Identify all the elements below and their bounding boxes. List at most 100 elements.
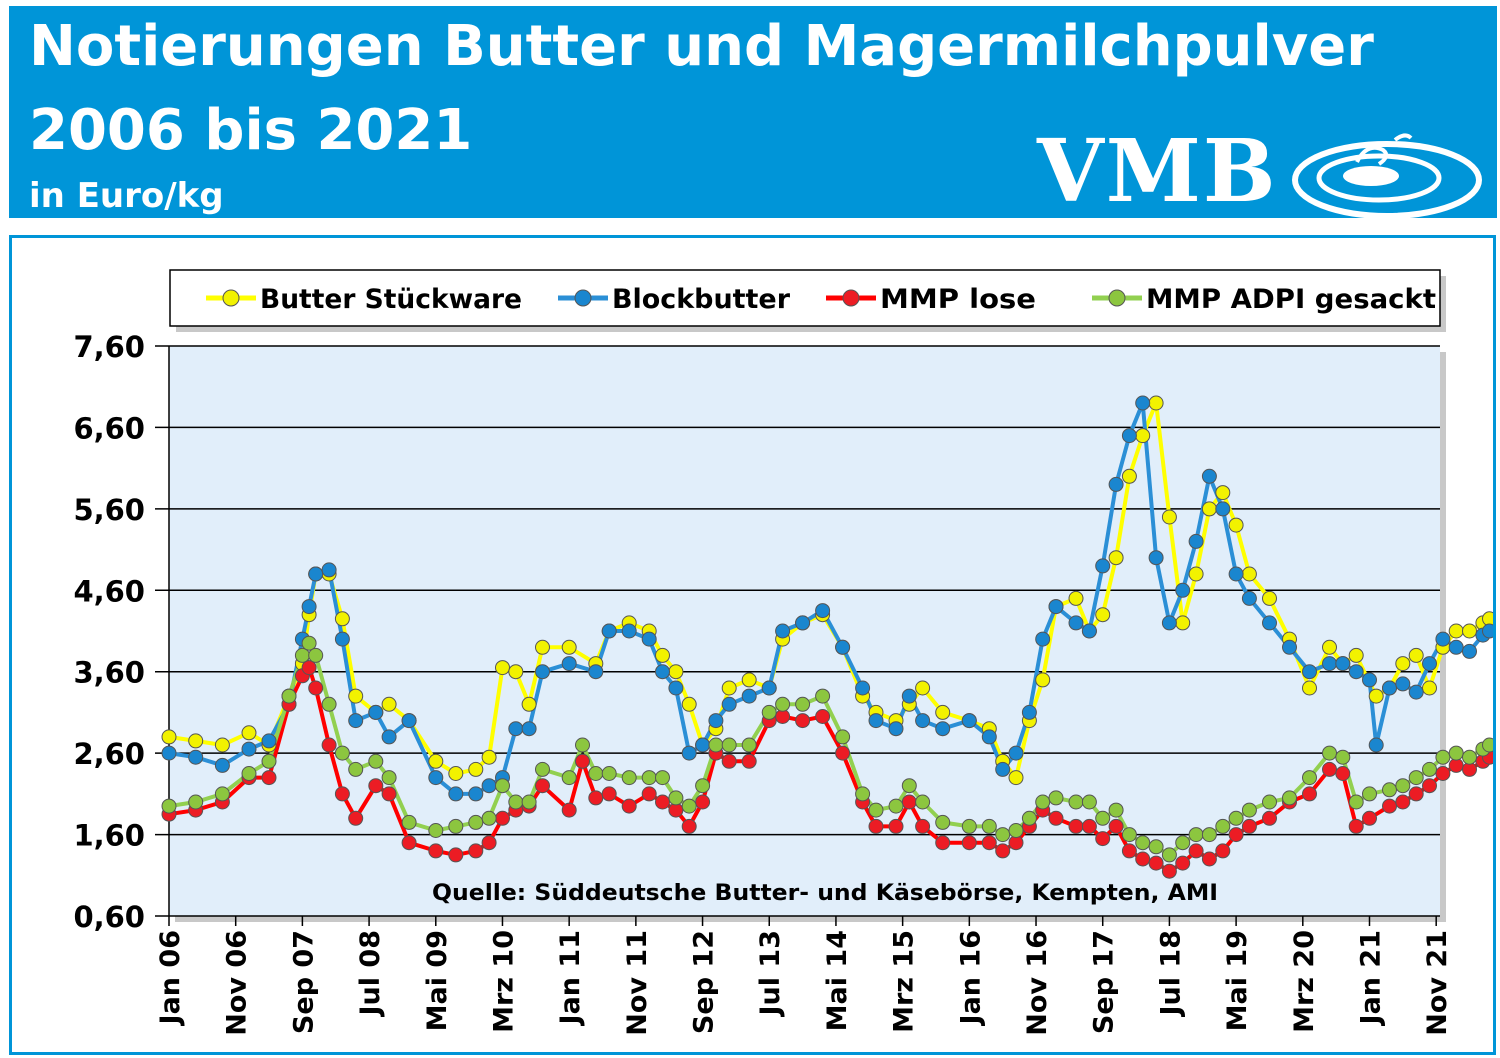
- data-point-mmp-adpi-gesackt: [1215, 818, 1231, 834]
- data-point-mmp-adpi-gesackt: [381, 770, 397, 786]
- x-tick-label: Sep 17: [1089, 930, 1120, 1034]
- data-point-mmp-adpi-gesackt: [1081, 794, 1097, 810]
- data-point-blockbutter: [301, 599, 317, 615]
- y-tick-label: 7,60: [73, 330, 145, 364]
- data-point-blockbutter: [588, 664, 604, 680]
- y-tick-label: 2,60: [73, 737, 145, 771]
- x-tick-label: Mai 09: [422, 930, 453, 1031]
- logo-text: VMB: [1037, 121, 1278, 222]
- x-tick-label: Nov 16: [1022, 930, 1053, 1036]
- data-point-mmp-lose: [1322, 761, 1337, 777]
- data-point-mmp-adpi-gesackt: [334, 745, 350, 761]
- title-line-1: Notierungen Butter und Magermilchpulver: [29, 14, 1374, 79]
- data-point-butter-st-ckware: [1201, 501, 1217, 517]
- data-point-butter-st-ckware: [561, 639, 577, 655]
- x-tick-label: Nov 06: [222, 930, 253, 1036]
- data-point-mmp-adpi-gesackt: [1302, 770, 1317, 786]
- data-point-blockbutter: [1335, 656, 1351, 672]
- data-point-blockbutter: [681, 745, 697, 761]
- data-point-butter-st-ckware: [495, 660, 510, 676]
- data-point-mmp-lose: [721, 753, 737, 769]
- x-tick-label: Jan 06: [155, 930, 186, 1026]
- data-point-blockbutter: [1462, 643, 1477, 659]
- data-point-mmp-lose: [1262, 810, 1277, 826]
- data-point-blockbutter: [888, 721, 904, 737]
- data-point-blockbutter: [161, 745, 177, 761]
- data-point-mmp-adpi-gesackt: [695, 778, 711, 794]
- data-point-butter-st-ckware: [468, 761, 484, 777]
- data-point-mmp-lose: [401, 835, 417, 851]
- data-point-butter-st-ckware: [1462, 623, 1477, 639]
- legend-marker-blockbutter: [574, 289, 592, 307]
- data-point-mmp-adpi-gesackt: [281, 688, 297, 704]
- data-point-butter-st-ckware: [1395, 656, 1411, 672]
- data-point-mmp-adpi-gesackt: [161, 798, 177, 814]
- data-point-butter-st-ckware: [1121, 468, 1137, 484]
- data-point-blockbutter: [448, 786, 464, 802]
- data-point-blockbutter: [835, 639, 851, 655]
- data-point-blockbutter: [855, 680, 871, 696]
- data-point-mmp-adpi-gesackt: [481, 810, 497, 826]
- data-point-butter-st-ckware: [1215, 485, 1231, 501]
- logo-swirl-icon: [1292, 133, 1482, 219]
- data-point-blockbutter: [428, 770, 444, 786]
- data-point-mmp-adpi-gesackt: [1362, 786, 1377, 802]
- data-point-mmp-lose: [621, 798, 637, 814]
- data-point-butter-st-ckware: [161, 729, 177, 745]
- data-point-mmp-lose: [935, 835, 951, 851]
- data-point-mmp-adpi-gesackt: [1148, 839, 1164, 855]
- data-point-mmp-adpi-gesackt: [795, 696, 811, 712]
- data-point-butter-st-ckware: [1008, 770, 1024, 786]
- data-point-butter-st-ckware: [1241, 566, 1257, 582]
- data-point-blockbutter: [741, 688, 757, 704]
- data-point-mmp-lose: [1335, 766, 1351, 781]
- data-point-mmp-adpi-gesackt: [1435, 749, 1451, 765]
- data-point-butter-st-ckware: [1422, 680, 1437, 696]
- data-point-mmp-lose: [655, 794, 670, 810]
- data-point-blockbutter: [868, 713, 884, 729]
- data-point-mmp-adpi-gesackt: [308, 647, 324, 663]
- data-point-blockbutter: [1362, 672, 1377, 688]
- data-point-mmp-adpi-gesackt: [1108, 802, 1124, 818]
- data-point-blockbutter: [1188, 533, 1204, 549]
- data-point-mmp-adpi-gesackt: [1035, 794, 1051, 810]
- data-point-mmp-lose: [1108, 818, 1124, 834]
- data-point-blockbutter: [1228, 566, 1244, 582]
- data-point-blockbutter: [641, 631, 657, 647]
- data-point-blockbutter: [668, 680, 684, 696]
- x-tick-label: Nov 21: [1422, 930, 1453, 1036]
- data-point-mmp-adpi-gesackt: [348, 761, 364, 777]
- data-point-mmp-lose: [1201, 851, 1217, 867]
- data-point-mmp-lose: [1095, 831, 1111, 847]
- data-point-blockbutter: [334, 631, 350, 647]
- x-tick-label: Jul 08: [355, 930, 386, 1018]
- y-tick-label: 3,60: [73, 656, 145, 690]
- data-point-mmp-adpi-gesackt: [721, 737, 737, 753]
- data-point-mmp-adpi-gesackt: [241, 766, 257, 781]
- data-point-mmp-adpi-gesackt: [995, 827, 1011, 843]
- data-point-mmp-adpi-gesackt: [761, 704, 777, 720]
- data-point-mmp-adpi-gesackt: [681, 798, 697, 814]
- data-point-blockbutter: [708, 713, 724, 729]
- data-point-mmp-adpi-gesackt: [1121, 827, 1137, 843]
- data-point-mmp-lose: [1435, 766, 1451, 781]
- data-point-blockbutter: [1095, 558, 1111, 574]
- data-point-mmp-adpi-gesackt: [1021, 810, 1037, 826]
- data-point-mmp-lose: [301, 660, 317, 676]
- data-point-blockbutter: [401, 713, 417, 729]
- unit-subtitle: in Euro/kg: [29, 176, 224, 216]
- data-point-mmp-adpi-gesackt: [901, 778, 917, 794]
- data-point-mmp-adpi-gesackt: [294, 647, 310, 663]
- data-point-blockbutter: [214, 757, 230, 773]
- data-point-mmp-adpi-gesackt: [1282, 790, 1297, 806]
- data-point-mmp-adpi-gesackt: [1422, 761, 1437, 777]
- data-point-mmp-lose: [1135, 851, 1151, 867]
- x-tick-label: Sep 12: [689, 930, 720, 1034]
- data-point-blockbutter: [1282, 639, 1297, 655]
- data-point-mmp-lose: [448, 847, 464, 863]
- data-point-blockbutter: [995, 761, 1011, 777]
- data-point-blockbutter: [935, 721, 951, 737]
- data-point-butter-st-ckware: [1348, 647, 1364, 663]
- data-point-mmp-lose: [901, 794, 917, 810]
- data-point-blockbutter: [1302, 664, 1317, 680]
